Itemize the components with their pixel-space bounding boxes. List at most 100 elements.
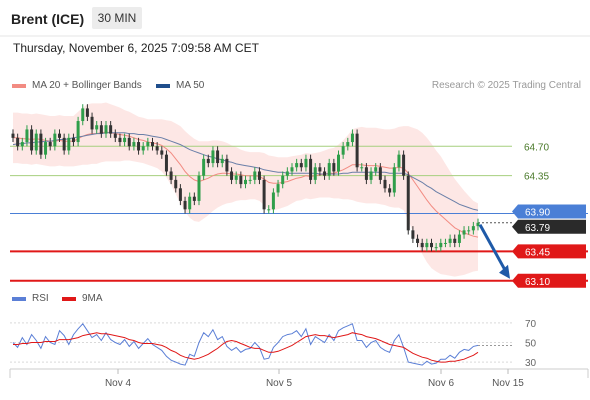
candle-body [318,167,322,172]
legend-item-bollinger: MA 20 + Bollinger Bands [12,80,142,91]
candle-body [202,158,206,176]
candle-body [16,137,20,147]
candle-body [406,175,410,231]
level-tag-64-70: 64.70 [524,142,549,153]
candle-body [230,171,234,180]
candle-body [327,163,331,176]
candle-body [323,171,327,176]
candle-body [364,167,368,180]
ma50-swatch [156,83,170,88]
candle-body [137,142,141,151]
candle-body [90,116,94,130]
candle-body [151,142,154,147]
candle-body [141,146,145,151]
candle-body [388,188,392,193]
candle-body [248,179,252,181]
candle-body [39,133,43,155]
candle-body [225,158,229,172]
time-tick-label: Nov 6 [428,378,455,389]
level-tag-63-10: 63.10 [512,273,586,288]
candle-body [244,179,247,185]
candle-body [383,179,387,189]
candle-body [95,125,99,130]
candle-body [99,125,103,134]
legend-item-9ma: 9MA [62,293,103,304]
candle-body [132,142,136,147]
candle-body [304,158,308,168]
level-label-text: 63.45 [525,247,550,258]
candle-body [411,230,415,239]
candles-group [11,104,480,252]
candle-body [239,175,243,185]
candle-body [355,133,359,168]
forecast-arrow-shaft [478,224,508,273]
candle-body [462,230,466,235]
level-label-text: 64.70 [524,142,549,153]
candle-body [20,142,24,147]
candle-body [416,238,420,243]
candle-body [178,188,182,201]
candle-body [146,142,150,147]
candle-body [402,154,406,176]
candle-body [420,242,424,248]
candle-body [313,167,317,180]
ma9-swatch [62,296,76,301]
rsi-tick-label: 50 [525,339,537,350]
candle-body [448,238,452,243]
candle-body [25,129,29,143]
candle-body [71,137,75,143]
candle-body [467,230,471,232]
candle-body [443,242,447,244]
candle-body [216,150,220,164]
candle-body [309,158,313,180]
bollinger-swatch [12,83,26,88]
legend-rsi-label: RSI [32,293,49,304]
timeframe-button[interactable]: 30 MIN [92,7,142,29]
level-tag-63-45: 63.45 [512,244,586,259]
level-label-text: 63.90 [525,208,550,219]
forecast-arrow-head [499,264,510,279]
candle-body [476,222,480,227]
candle-body [253,171,257,180]
level-label-bg [512,244,586,259]
candle-body [183,200,187,210]
rsi-tick-label: 30 [525,358,537,369]
candle-body [369,171,373,180]
candle-body [127,137,131,147]
candle-body [234,175,238,180]
candle-body [48,142,52,147]
candle-body [257,171,261,180]
candle-body [281,175,285,185]
candle-body [332,163,336,172]
candle-body [164,154,168,172]
candle-body [220,158,224,164]
level-tag-63-79: 63.79 [512,219,586,234]
candle-body [471,226,475,231]
candle-body [104,125,108,134]
level-tag-64-35: 64.35 [524,172,549,183]
level-label-bg [512,204,586,219]
level-tag-63-90: 63.90 [512,204,586,219]
level-label-bg [512,219,586,234]
timestamp: Thursday, November 6, 2025 7:09:58 AM CE… [13,41,259,55]
candle-body [453,238,457,243]
time-tick-label: Nov 15 [492,378,524,389]
candle-body [211,150,215,164]
candle-body [44,142,48,155]
candle-body [109,125,113,134]
rsi-tick-label: 70 [525,319,537,330]
level-label-text: 64.35 [524,172,549,183]
candle-body [34,133,38,151]
level-label-text: 63.79 [525,223,550,234]
candle-body [337,154,340,172]
candle-body [58,133,61,138]
candle-body [188,196,192,210]
candle-body [295,163,299,168]
candle-body [434,247,438,249]
candle-body [81,108,85,122]
candle-body [290,167,294,172]
level-label-text: 63.10 [525,277,550,288]
legend-item-ma50: MA 50 [156,80,204,91]
candle-body [118,137,122,143]
